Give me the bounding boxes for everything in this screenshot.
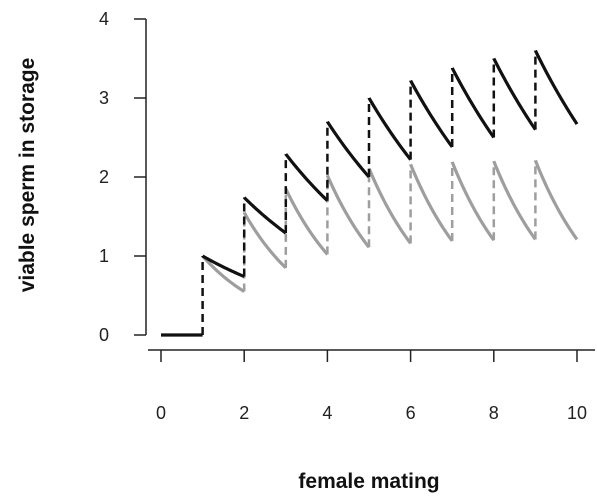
decay-segment [533, 49, 579, 125]
series-0 [161, 49, 579, 337]
x-tick-label: 6 [406, 403, 416, 423]
decay-segment [367, 167, 412, 245]
x-tick-label: 0 [156, 403, 166, 423]
decay-segment [201, 254, 246, 293]
decay-segment [450, 67, 496, 139]
decay-segment [533, 159, 579, 241]
x-tick-label: 8 [489, 403, 499, 423]
y-tick-label: 1 [99, 246, 109, 266]
decay-segment [450, 161, 496, 242]
x-axis-title: female mating [298, 470, 439, 493]
y-tick-label: 3 [99, 88, 109, 108]
decay-segment [409, 79, 454, 148]
decay-segment [201, 254, 245, 279]
plot-area [161, 49, 579, 337]
decay-segment [492, 57, 537, 131]
series-1 [201, 159, 579, 293]
y-axis: 0 1 2 3 4 [99, 9, 147, 345]
y-axis-title: viable sperm in storage [16, 58, 39, 293]
decay-segment [325, 174, 371, 249]
decay-segment [409, 163, 454, 242]
decay-segment [242, 211, 287, 269]
y-tick-label: 4 [99, 9, 109, 29]
x-tick-label: 2 [239, 403, 249, 423]
decay-segment [284, 188, 329, 256]
decay-segment [492, 160, 537, 241]
x-tick-label: 4 [322, 403, 332, 423]
decay-segment [284, 153, 329, 202]
decay-segment [243, 196, 287, 235]
x-tick-label: 10 [567, 403, 587, 423]
decay-segment [326, 120, 371, 179]
y-tick-label: 2 [99, 167, 109, 187]
decay-segment [367, 97, 412, 161]
x-axis: 0 2 4 6 8 10 [148, 349, 595, 423]
y-tick-label: 0 [99, 325, 109, 345]
